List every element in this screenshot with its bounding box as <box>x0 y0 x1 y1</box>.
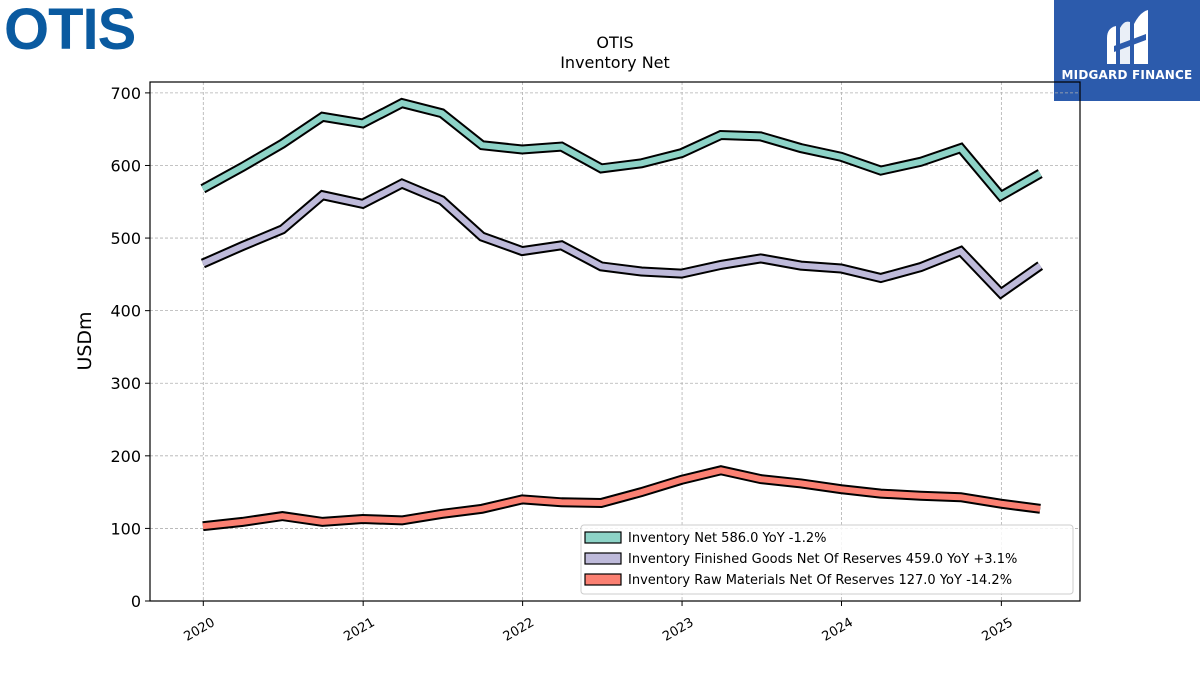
x-tick-label: 2022 <box>501 615 537 645</box>
y-tick-label: 600 <box>110 156 141 175</box>
legend-label: Inventory Raw Materials Net Of Reserves … <box>628 573 1012 588</box>
y-tick-label: 500 <box>110 229 141 248</box>
legend-label: Inventory Net 586.0 YoY -1.2% <box>628 531 827 546</box>
chart-title: OTIS <box>596 33 633 52</box>
x-tick-label: 2021 <box>341 615 377 645</box>
y-axis-label: USDm <box>74 311 96 370</box>
legend-swatch <box>584 573 622 586</box>
x-tick-label: 2020 <box>181 615 217 645</box>
y-tick-label: 0 <box>131 592 141 611</box>
y-tick-label: 400 <box>110 302 141 321</box>
y-tick-label: 300 <box>110 374 141 393</box>
legend-swatch <box>584 531 622 544</box>
y-tick-label: 700 <box>110 84 141 103</box>
otis-logo: OTIS <box>4 0 136 62</box>
legend: Inventory Net 586.0 YoY -1.2% Inventory F… <box>580 524 1074 595</box>
series-line <box>202 467 1041 530</box>
y-tick-label: 100 <box>110 519 141 538</box>
series-line <box>201 99 1042 200</box>
legend-box <box>580 524 1074 595</box>
x-tick-label: 2025 <box>980 615 1016 645</box>
x-tick-label: 2024 <box>820 615 856 645</box>
plot-frame <box>149 81 1081 602</box>
legend-label: Inventory Finished Goods Net Of Reserves… <box>628 552 1017 567</box>
midgard-finance-logo: MIDGARD FINANCE <box>1054 0 1200 101</box>
series-line <box>201 180 1042 298</box>
legend-swatch <box>584 552 622 565</box>
midgard-finance-name: MIDGARD FINANCE <box>1061 68 1193 82</box>
x-tick-label: 2023 <box>660 615 696 645</box>
midgard-emblem-icon <box>1107 10 1148 65</box>
series-lines <box>200 97 1044 532</box>
chart-subtitle: Inventory Net <box>560 53 670 72</box>
y-tick-label: 200 <box>110 447 141 466</box>
